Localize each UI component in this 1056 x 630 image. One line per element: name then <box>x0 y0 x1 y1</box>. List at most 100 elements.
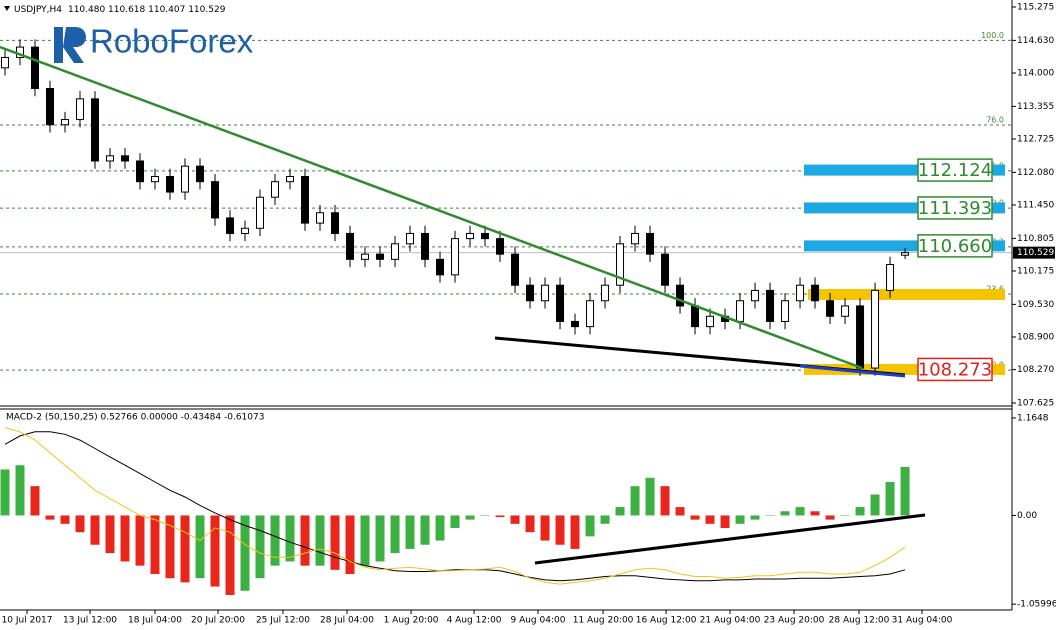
y-tick-label: 114.000 <box>1017 68 1054 78</box>
x-tick-label: 31 Aug 04:00 <box>892 616 953 626</box>
histogram-bar <box>390 515 400 554</box>
candle-body <box>616 243 625 286</box>
candle-body <box>406 232 415 245</box>
histogram-bar <box>255 515 265 579</box>
candle-body <box>736 300 745 322</box>
candle-body <box>256 196 265 229</box>
candle-body <box>526 284 535 302</box>
x-tick-label: 25 Jul 12:00 <box>256 616 310 626</box>
zone-label: 108.273 <box>918 359 992 380</box>
histogram-bar <box>690 515 700 520</box>
histogram-bar <box>675 507 685 516</box>
y-tick-label: 111.450 <box>1017 200 1054 210</box>
candle-body <box>75 98 84 121</box>
y-tick-label: 108.900 <box>1017 332 1054 342</box>
zone-label-box <box>917 158 993 182</box>
price-marker <box>1013 246 1055 259</box>
histogram-bar <box>105 515 115 554</box>
histogram-bar <box>210 515 220 587</box>
histogram-bar <box>615 507 625 516</box>
candle-body <box>391 243 400 260</box>
zone <box>804 240 1005 252</box>
brand: RoboForex <box>90 23 254 60</box>
y-tick-label: 112.725 <box>1017 134 1054 144</box>
logo-icon <box>54 27 63 63</box>
histogram-bar <box>600 515 610 524</box>
candle-body <box>481 232 490 240</box>
histogram-bar <box>165 515 175 579</box>
candle-body <box>106 155 115 162</box>
candle-body <box>60 119 69 126</box>
zone-label-box <box>917 234 993 258</box>
x-tick-label: 28 Jul 04:00 <box>320 616 374 626</box>
zone <box>804 164 1005 176</box>
candle-body <box>571 320 580 328</box>
histogram-bar <box>135 515 145 566</box>
candle-body <box>841 305 850 317</box>
histogram-bar <box>795 507 805 516</box>
y-tick-label: 114.630 <box>1017 36 1054 46</box>
y-tick-label: 1.1648 <box>1017 413 1049 423</box>
histogram-bar <box>510 515 520 524</box>
histogram-bar <box>465 515 475 520</box>
x-tick-label: 20 Jul 20:00 <box>191 616 245 626</box>
histogram-bar <box>720 515 730 528</box>
candle-body <box>286 176 295 183</box>
candle-body <box>331 212 340 234</box>
histogram-bar <box>330 515 340 570</box>
histogram-bar <box>735 515 745 524</box>
candle-body <box>121 155 130 162</box>
histogram-bar <box>45 515 55 520</box>
candle-body <box>0 56 9 69</box>
candle-body <box>241 227 250 234</box>
signal-line <box>4 427 906 585</box>
trend-line <box>799 364 906 378</box>
histogram-bar <box>900 466 910 516</box>
zone-label: 111.393 <box>918 198 992 219</box>
candle-body <box>45 88 54 126</box>
histogram-bar <box>630 486 640 516</box>
histogram-bar <box>75 515 85 533</box>
zone-label-box <box>917 196 993 220</box>
candle-body <box>496 238 505 255</box>
x-tick-label: 21 Aug 04:00 <box>700 616 761 626</box>
candle-body <box>631 232 640 245</box>
candle-body <box>541 284 550 302</box>
trend-line <box>534 513 926 565</box>
fib-label: 100.0 <box>981 31 1004 40</box>
candle-body <box>901 252 910 256</box>
price-marker-label: 110.529 <box>1017 248 1054 258</box>
histogram-bar <box>585 515 595 537</box>
histogram-bar <box>525 515 535 533</box>
histogram-bar <box>0 469 10 516</box>
main-line <box>4 431 906 582</box>
candle-body <box>91 98 100 162</box>
fib-label: 76.0 <box>986 116 1004 125</box>
histogram-bar <box>540 515 550 541</box>
histogram-bar <box>705 515 715 524</box>
zone <box>804 202 1005 214</box>
x-tick-label: 23 Aug 20:00 <box>764 616 825 626</box>
x-tick-label: 9 Aug 04:00 <box>510 616 565 626</box>
candle-body <box>811 284 820 302</box>
x-tick-label: 13 Jul 12:00 <box>63 616 117 626</box>
histogram-bar <box>195 515 205 579</box>
candle-body <box>781 300 790 322</box>
histogram-bar <box>495 515 505 518</box>
histogram-bar <box>645 477 655 516</box>
candle-body <box>226 217 235 234</box>
histogram-bar <box>570 515 580 549</box>
histogram-bar <box>345 515 355 575</box>
logo-icon <box>63 27 86 63</box>
zone <box>804 363 1005 375</box>
candle-body <box>466 232 475 240</box>
y-tick-label: 110.805 <box>1017 234 1054 244</box>
menu-arrow <box>4 6 10 11</box>
histogram-bar <box>180 515 190 583</box>
histogram-bar <box>780 511 790 516</box>
histogram-bar <box>435 515 445 541</box>
x-tick-label: 11 Aug 20:00 <box>573 616 634 626</box>
candle-body <box>196 165 205 183</box>
logo: RoboForex <box>54 23 254 63</box>
